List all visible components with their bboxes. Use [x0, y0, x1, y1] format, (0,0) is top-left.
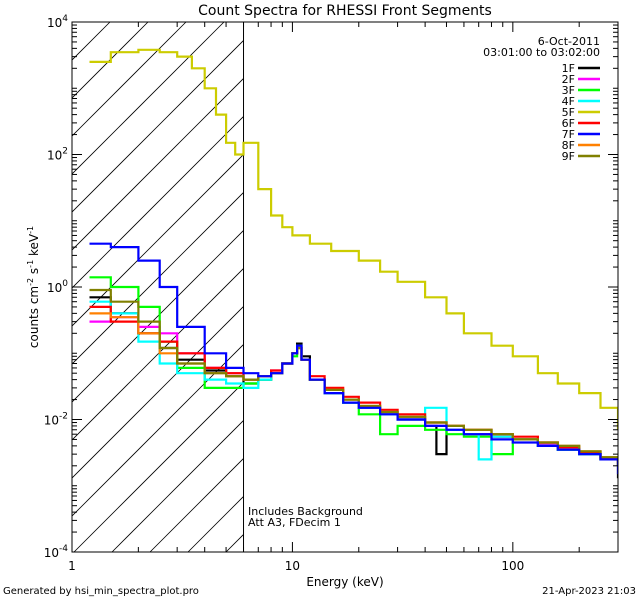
legend-label-2F: 2F: [562, 73, 575, 86]
legend-label-6F: 6F: [562, 117, 575, 130]
legend-label-3F: 3F: [562, 84, 575, 97]
legend-label-7F: 7F: [562, 128, 575, 141]
series-line-9F: [89, 288, 618, 466]
hatch-line: [72, 267, 244, 441]
y-label-mid: s: [27, 268, 41, 278]
legend-label-1F: 1F: [562, 62, 575, 75]
hatch-line: [149, 457, 244, 552]
x-axis-label: Energy (keV): [306, 575, 383, 589]
x-tick-label: 10: [285, 559, 300, 573]
hatch-line: [72, 22, 225, 175]
annotation-attenuator: Att A3, FDecim 1: [248, 516, 341, 529]
annotation-background: Includes Background: [248, 505, 363, 518]
hatch-line: [72, 22, 187, 137]
y-axis: 10-4 10-2 100 102 104: [44, 14, 618, 560]
hatch-line: [72, 305, 244, 479]
hatch-line: [72, 343, 244, 517]
series-line-7F: [89, 242, 618, 475]
y-tick-label: 104: [47, 14, 68, 30]
y-label-base: counts cm: [27, 286, 41, 348]
y-label-exp3: -1: [26, 226, 35, 234]
hatch-line: [73, 381, 244, 552]
legend-label-5F: 5F: [562, 106, 575, 119]
hatch-line: [72, 191, 244, 365]
legend-label-4F: 4F: [562, 95, 575, 108]
y-tick-label: 10-2: [44, 412, 68, 428]
series-line-5F: [89, 48, 618, 430]
hatch-line: [225, 533, 244, 552]
y-tick-label: 100: [47, 279, 68, 295]
hatch-line: [72, 229, 244, 403]
y-axis-label: counts cm-2 s-1 keV-1: [26, 226, 41, 348]
x-tick-label: 100: [501, 559, 524, 573]
legend-label-8F: 8F: [562, 139, 575, 152]
time-range-label: 03:01:00 to 03:02:00: [483, 46, 600, 59]
footer-timestamp: 21-Apr-2023 21:03: [542, 586, 636, 597]
hatch-line: [111, 419, 244, 552]
y-tick-label: 10-4: [44, 544, 69, 560]
hatch-line: [378, 22, 640, 552]
x-tick-label: 1: [68, 559, 76, 573]
y-label-mid2: keV: [27, 233, 41, 260]
hatch-line: [72, 77, 244, 251]
y-tick-label: 102: [47, 147, 68, 163]
hatched-background-region: [72, 22, 640, 552]
hatch-line: [72, 39, 244, 213]
y-label-exp2: -1: [26, 260, 35, 268]
hatch-line: [416, 22, 640, 552]
y-label-exp1: -2: [26, 278, 35, 286]
date-label: 6-Oct-2011: [538, 35, 600, 48]
legend-label-9F: 9F: [562, 150, 575, 163]
footer-generated-by: Generated by hsi_min_spectra_plot.pro: [3, 586, 199, 597]
series-line-1F: [89, 296, 618, 479]
x-axis: 1 10 100: [68, 22, 619, 573]
chart-title: Count Spectra for RHESSI Front Segments: [198, 3, 492, 19]
series-lines: [89, 48, 618, 479]
